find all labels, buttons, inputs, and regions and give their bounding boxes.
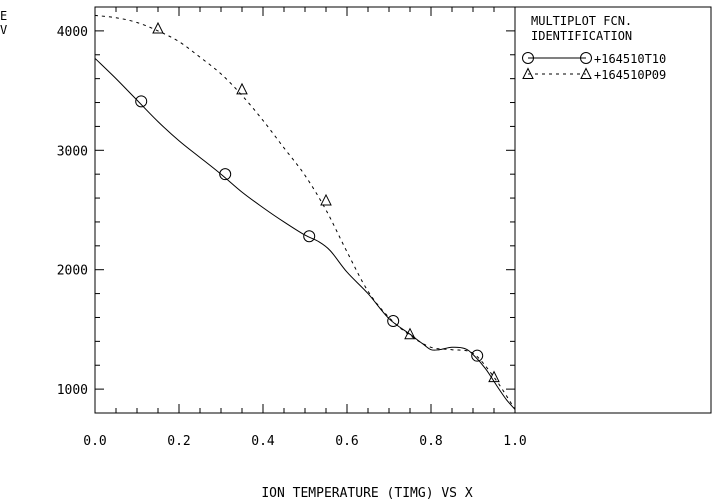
y-tick-label: 1000 [57, 383, 88, 398]
legend-label-0: +164510T10 [594, 52, 666, 66]
legend-entry-0: +164510T10 [522, 52, 666, 66]
series-0-point [135, 95, 148, 108]
x-tick-label: 1.0 [503, 434, 526, 449]
x-tick-labels: 0.0 0.2 0.4 0.6 0.8 1.0 [83, 434, 526, 449]
series-0-point [303, 230, 316, 243]
y-tick-labels: 1000 2000 3000 4000 [57, 25, 88, 398]
series-1-point [236, 82, 248, 95]
legend-label-1: +164510P09 [594, 68, 666, 82]
legend-header-line2: IDENTIFICATION [531, 29, 632, 43]
series-0-point [219, 168, 232, 181]
y-tick-label: 3000 [57, 144, 88, 159]
legend-marker-left-1 [522, 67, 534, 79]
y-tick-label: 2000 [57, 264, 88, 279]
legend-entries: +164510T10 +164510P09 [522, 52, 666, 82]
x-tick-label: 0.4 [251, 434, 275, 449]
legend-marker-right-1 [580, 67, 592, 79]
series-layer [94, 14, 516, 410]
y-tick-label: 4000 [57, 25, 88, 40]
series-line-0 [94, 57, 516, 410]
x-tick-label: 0.6 [335, 434, 358, 449]
x-tick-label: 0.2 [167, 434, 190, 449]
series-1-point [488, 370, 500, 383]
series-1-point [404, 327, 416, 340]
legend-header-line1: MULTIPLOT FCN. [531, 14, 632, 28]
legend-marker-left-0 [522, 52, 534, 64]
axis-ticks [94, 6, 516, 414]
legend-panel [514, 6, 712, 414]
series-1-point [320, 193, 332, 206]
series-0-point [471, 349, 484, 362]
x-tick-label: 0.0 [83, 434, 106, 449]
series-1-point [152, 21, 164, 34]
x-tick-label: 0.8 [419, 434, 442, 449]
y-axis-label-line2: V [0, 23, 7, 37]
series-1 [94, 14, 516, 410]
legend-entry-1: +164510P09 [522, 67, 666, 82]
series-line-1 [94, 14, 516, 410]
y-axis-label-line1: E [0, 9, 7, 23]
series-0-point [387, 315, 400, 328]
series-0 [94, 57, 516, 410]
legend-marker-right-0 [580, 52, 592, 64]
x-axis-label: ION TEMPERATURE (TIMG) VS X [261, 486, 472, 501]
plot-frame [94, 6, 516, 414]
